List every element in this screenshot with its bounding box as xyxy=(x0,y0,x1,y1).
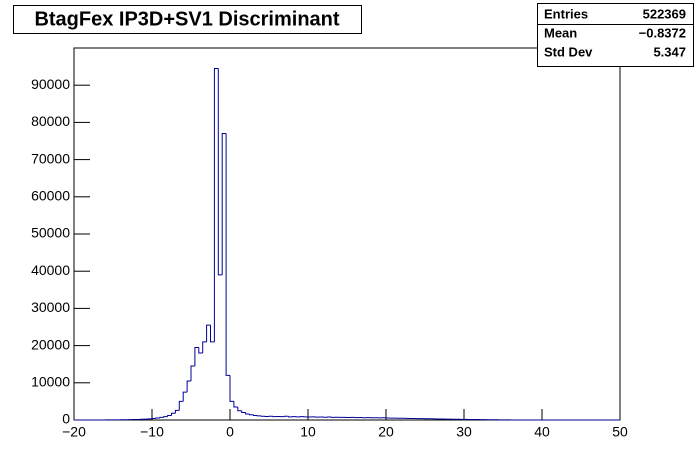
histogram-bin xyxy=(249,414,254,416)
histogram-bin xyxy=(186,380,191,393)
y-tick-label: 70000 xyxy=(31,150,70,166)
histogram-bin xyxy=(288,416,293,418)
histogram-bin xyxy=(159,416,164,418)
x-tick-label: 30 xyxy=(456,424,472,440)
histogram-bin xyxy=(225,133,230,376)
stats-value: 5.347 xyxy=(653,44,686,59)
histogram-bin xyxy=(210,325,215,343)
histogram-bin xyxy=(194,346,199,367)
x-tick-label: 40 xyxy=(534,424,550,440)
x-tick-label: 20 xyxy=(378,424,394,440)
histogram-bin xyxy=(217,68,223,276)
histogram-bin xyxy=(190,365,195,381)
y-tick-label: 40000 xyxy=(31,262,70,278)
histogram-bin xyxy=(233,401,238,408)
y-tick-label: 80000 xyxy=(31,113,70,129)
y-tick-label: 90000 xyxy=(31,76,70,92)
histogram-bin xyxy=(252,414,258,417)
chart-title: BtagFex IP3D+SV1 Discriminant xyxy=(34,8,339,30)
histogram-bin xyxy=(198,347,203,354)
x-tick-label: 0 xyxy=(226,424,234,440)
x-tick-label: −20 xyxy=(62,424,86,440)
histogram-bin xyxy=(202,341,207,354)
histogram-bin xyxy=(221,133,227,275)
y-tick-label: 50000 xyxy=(31,225,70,241)
stats-label: Mean xyxy=(544,25,577,40)
histogram-bin xyxy=(163,416,168,418)
stats-label: Std Dev xyxy=(544,44,593,59)
histogram-bin xyxy=(241,410,246,414)
y-tick-label: 60000 xyxy=(31,188,70,204)
histogram-bin xyxy=(174,409,180,414)
histogram-bin xyxy=(229,375,234,402)
histogram-bin xyxy=(178,400,184,411)
histogram-bin xyxy=(167,415,172,417)
histogram-bin xyxy=(213,67,219,342)
y-tick-label: 0 xyxy=(62,411,70,427)
histogram-bin xyxy=(237,406,242,412)
title-box xyxy=(13,5,362,34)
x-tick-label: −10 xyxy=(140,424,164,440)
x-tick-label: 10 xyxy=(300,424,316,440)
stats-value: 522369 xyxy=(643,6,686,21)
histogram-bin xyxy=(245,412,250,415)
stats-value: −0.8372 xyxy=(639,25,686,40)
histogram-bin xyxy=(155,417,160,419)
y-tick-label: 10000 xyxy=(31,374,70,390)
stats-label: Entries xyxy=(544,6,588,21)
stats-box xyxy=(537,3,694,67)
histogram-bin xyxy=(206,324,211,342)
x-tick-label: 50 xyxy=(612,424,628,440)
y-tick-label: 30000 xyxy=(31,299,70,315)
histogram-bin xyxy=(171,412,176,416)
y-tick-label: 20000 xyxy=(31,336,70,352)
histogram-bin xyxy=(182,391,188,402)
